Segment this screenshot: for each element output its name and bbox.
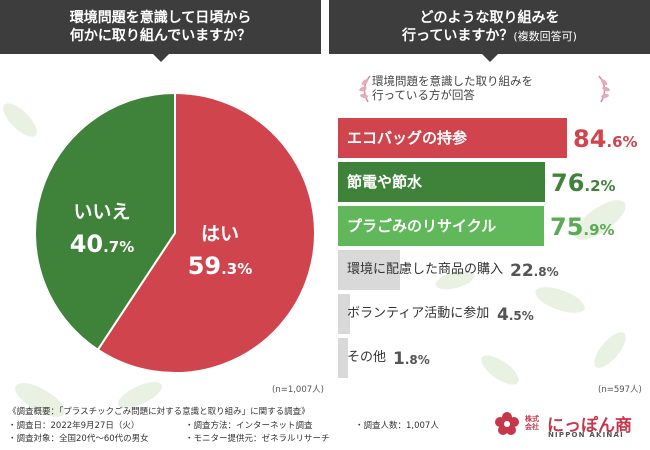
- slice-label-no: いいえ: [73, 201, 130, 223]
- flower-logo-icon: [495, 412, 519, 435]
- logo-name: にっぽん商: [547, 416, 632, 436]
- bar-value-label: 4.5%: [497, 305, 534, 325]
- logo-small-line2: 会社: [525, 423, 539, 431]
- bar: [338, 250, 400, 290]
- bar: [338, 118, 567, 158]
- bar: [338, 162, 545, 202]
- bar: [338, 206, 544, 246]
- survey-target: ・調査対象：全国20代～60代の男女: [8, 434, 149, 444]
- left-question-header: 環境問題を意識して日頃から 何かに取り組んでいますか？: [0, 0, 321, 54]
- survey-date: ・調査日：2022年9月27日（火）: [8, 421, 140, 431]
- bar-value-label: 1.8%: [393, 349, 430, 369]
- left-question-line2: 何かに取り組んでいますか？: [69, 28, 252, 44]
- bar-value-label: 84.6%: [573, 125, 638, 153]
- left-question-line1: 環境問題を意識して日頃から: [69, 10, 252, 26]
- respondent-note-line2: 行っている方が回答: [372, 88, 475, 102]
- slice-label-yes: はい: [201, 223, 239, 245]
- right-question-header: どのような取り組みを 行っていますか？(複数回答可): [329, 0, 650, 54]
- survey-method: ・調査方法：インターネット調査: [185, 421, 313, 431]
- bar-value-label: 75.9%: [550, 213, 615, 241]
- bar-value-label: 22.8%: [510, 261, 559, 281]
- respondent-note: 環境問題を意識した取り組みを 行っている方が回答: [372, 74, 602, 102]
- respondent-note-line1: 環境問題を意識した取り組みを: [372, 74, 533, 88]
- pie-chart: はい 59.3% いいえ 40.7%: [34, 91, 316, 374]
- bar-value-label: 76.2%: [551, 169, 616, 197]
- bar-category-label: その他: [347, 350, 387, 365]
- bar: [338, 294, 350, 334]
- right-question-line2: 行っていますか？: [402, 28, 514, 44]
- left-header-pointer: [152, 53, 170, 62]
- logo-small-line1: 株式: [525, 415, 539, 423]
- logo-company-type: 株式 会社: [525, 415, 539, 431]
- right-n-note: (n=597人): [598, 385, 642, 395]
- right-question-sub: (複数回答可): [513, 30, 577, 43]
- survey-provider: ・モニター提供元：ゼネラルリサーチ: [185, 434, 330, 444]
- logo-subtitle: NIPPON AKINAI: [548, 431, 624, 439]
- survey-count: ・調査人数：1,007人: [355, 421, 439, 431]
- slice-value-yes: 59.3%: [188, 252, 253, 280]
- pie-slice-yes: [96, 91, 316, 374]
- right-header-pointer: [481, 53, 499, 62]
- left-n-note: (n=1,007人): [272, 385, 324, 395]
- bar: [338, 338, 348, 378]
- laurel-left-icon: [359, 75, 371, 103]
- laurel-right-icon: [598, 75, 610, 103]
- right-question-line1: どのような取り組みを: [419, 10, 560, 26]
- pie-slice-no: [34, 91, 176, 352]
- bar-category-label: 節電や節水: [347, 173, 423, 191]
- bar-category-label: エコバッグの持参: [347, 129, 468, 147]
- slice-value-no: 40.7%: [70, 230, 135, 258]
- bar-category-label: 環境に配慮した商品の購入: [347, 262, 504, 277]
- bar-category-label: プラごみのリサイクル: [347, 217, 497, 235]
- survey-title: 《調査概要：「プラスチックごみ問題に対する意識と取り組み」に関する調査》: [8, 407, 310, 417]
- bar-category-label: ボランティア活動に参加: [347, 306, 490, 321]
